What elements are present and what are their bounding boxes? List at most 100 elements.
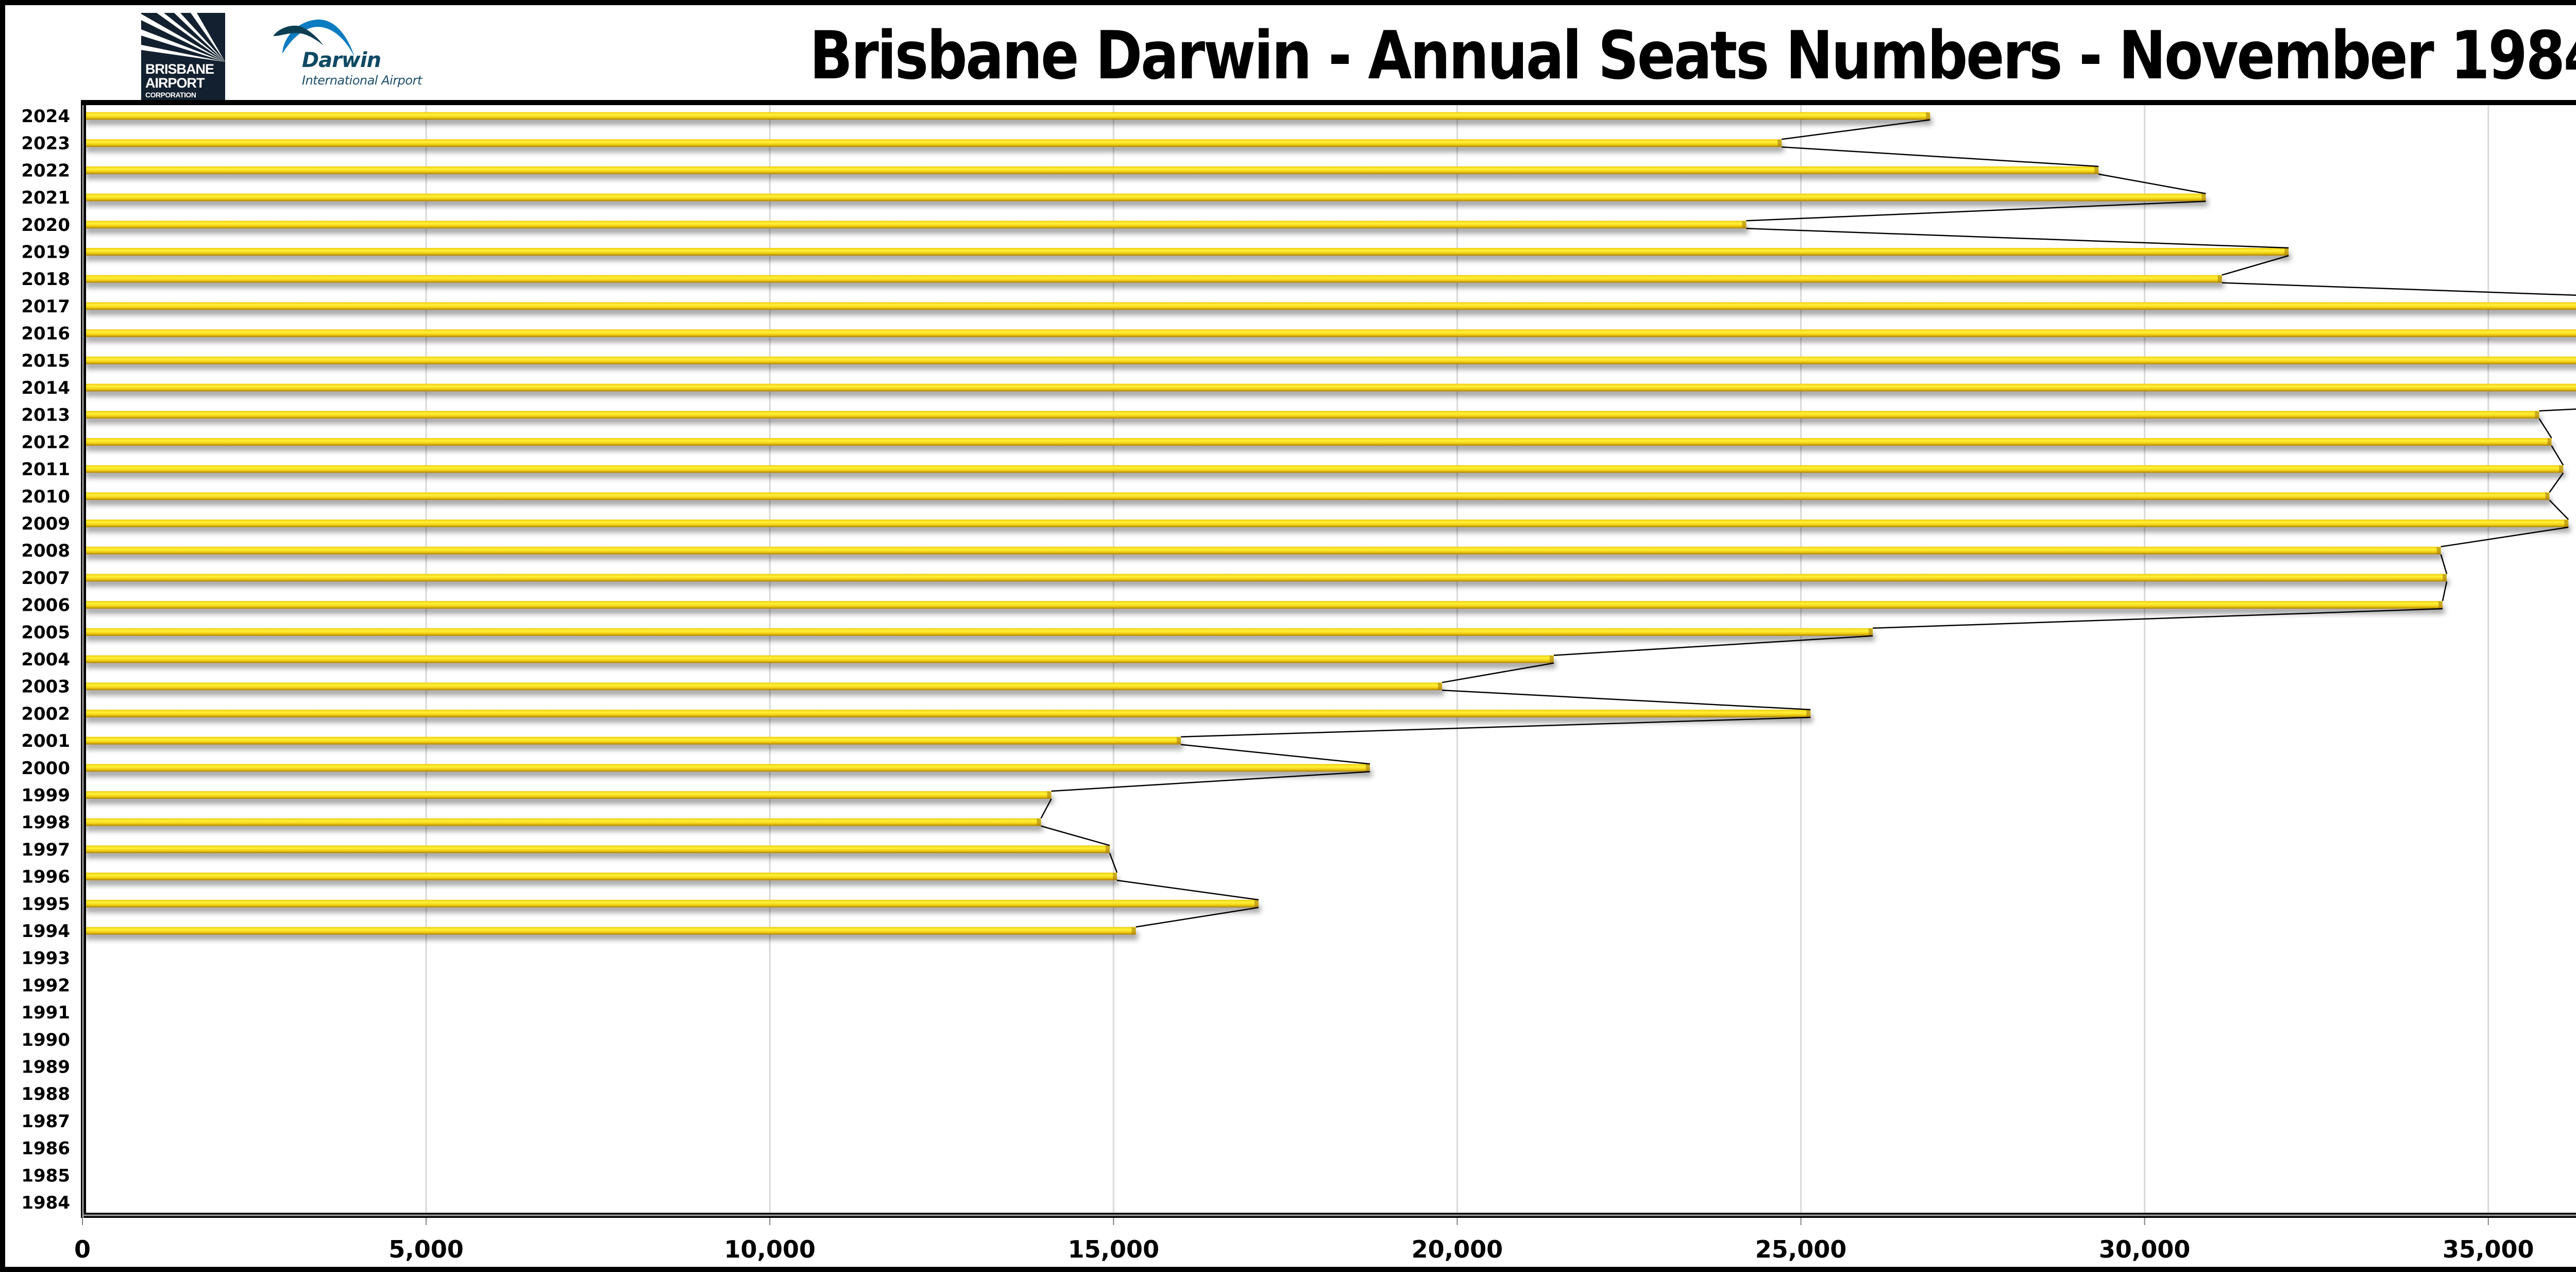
x-tick-label: 10,000	[724, 1235, 816, 1263]
y-tick-label: 1990	[21, 1030, 70, 1050]
bar-2021	[83, 193, 2206, 202]
y-tick-label: 1989	[21, 1057, 70, 1078]
series-line-segment	[1442, 662, 1554, 683]
bar-2019	[83, 248, 2289, 256]
bar-2003	[83, 682, 1443, 691]
sunburst-icon	[141, 13, 225, 62]
y-tick-label: 1984	[21, 1193, 70, 1213]
bar-2020	[83, 221, 1747, 229]
y-tick-label: 2001	[21, 731, 70, 751]
x-tick-label: 0	[74, 1235, 91, 1263]
series-line-segment	[2538, 418, 2552, 439]
bar-2005	[83, 628, 1873, 636]
series-line-segment	[1553, 635, 1873, 656]
darwin-logo-name: Darwin	[302, 48, 381, 72]
y-tick-label: 1996	[21, 867, 70, 888]
bar-2004	[83, 655, 1554, 663]
gridlines	[82, 105, 2489, 1225]
bar-2006	[83, 601, 2443, 609]
series-line-segment	[1136, 907, 1259, 928]
bar-2017	[83, 302, 2576, 310]
y-tick-label: 1997	[21, 840, 70, 860]
y-tick-label: 1987	[21, 1111, 70, 1132]
y-tick-label: 2017	[21, 296, 70, 317]
bar-2014	[83, 383, 2576, 392]
bar-1996	[83, 873, 1117, 881]
y-tick-label: 1995	[21, 894, 70, 914]
bar-2001	[83, 737, 1181, 745]
x-tick-label: 25,000	[1755, 1235, 1847, 1263]
bar-2002	[83, 709, 1811, 717]
bar-1994	[83, 927, 1136, 935]
y-tick-label: 2004	[21, 649, 70, 670]
bar-1995	[83, 899, 1259, 908]
series-line-segment	[2549, 499, 2569, 520]
bar-2007	[83, 574, 2447, 582]
bar-1998	[83, 818, 1041, 826]
series-line-segment	[1746, 200, 2206, 222]
bar-2016	[83, 329, 2576, 338]
y-tick-label: 1988	[21, 1084, 70, 1104]
y-tick-label: 2011	[21, 459, 70, 480]
bar-2009	[83, 520, 2569, 527]
brisbane-logo-line3: CORPORATION	[145, 91, 196, 99]
y-axis-labels: 2024 2023 2022 2021 2020 2019 2018 2017 2016 2015…	[21, 106, 70, 1213]
y-tick-label: 2009	[21, 514, 70, 534]
series-line-segment	[2098, 173, 2206, 194]
series-line-segment	[1782, 119, 1930, 140]
series-line-segment	[2441, 526, 2569, 547]
darwin-airport-logo: Darwin International Airport	[268, 15, 443, 98]
y-tick-label: 1985	[21, 1165, 70, 1186]
y-tick-label: 2014	[21, 378, 70, 398]
bar-2011	[83, 465, 2564, 473]
x-tick-label: 35,000	[2443, 1235, 2534, 1263]
series-line-segment	[1109, 852, 1118, 873]
bar-2010	[83, 492, 2550, 500]
series-line-segment	[1181, 716, 1811, 738]
x-tick-label: 30,000	[2099, 1235, 2191, 1263]
y-tick-label: 1991	[21, 1002, 70, 1023]
series-line-segment	[1041, 825, 1110, 846]
y-tick-label: 2015	[21, 350, 70, 371]
darwin-logo-subtitle: International Airport	[302, 73, 422, 88]
bar-2013	[83, 411, 2539, 419]
y-tick-label: 1994	[21, 921, 70, 942]
bar-1999	[83, 791, 1052, 799]
bar-2008	[83, 546, 2441, 555]
y-tick-label: 2021	[21, 188, 70, 208]
bar-2018	[83, 275, 2222, 283]
y-tick-label: 2024	[21, 106, 70, 127]
bar-2024	[83, 112, 1930, 120]
brisbane-logo-line1: BRISBANE	[145, 61, 214, 77]
y-tick-label: 2018	[21, 269, 70, 290]
y-tick-label: 1986	[21, 1139, 70, 1159]
x-tick-label: 5,000	[388, 1235, 464, 1263]
x-tick-label: 15,000	[1068, 1235, 1160, 1263]
y-tick-label: 2022	[21, 160, 70, 181]
y-tick-label: 1998	[21, 812, 70, 833]
series-line-segment	[1051, 771, 1370, 792]
y-tick-label: 1992	[21, 975, 70, 996]
bar-2015	[83, 356, 2576, 364]
brisbane-logo-line2: AIRPORT	[145, 75, 205, 91]
bar-2023	[83, 139, 1782, 147]
series-line-segment	[1116, 879, 1259, 901]
bar-1997	[83, 845, 1110, 853]
y-tick-label: 2002	[21, 704, 70, 724]
y-tick-label: 2007	[21, 568, 70, 589]
swoosh-icon	[273, 19, 354, 57]
x-tick-label: 20,000	[1412, 1235, 1503, 1263]
series-line-segment	[1746, 228, 2289, 249]
y-tick-label: 2012	[21, 432, 70, 453]
y-tick-label: 2008	[21, 541, 70, 561]
series-line-segment	[2551, 445, 2564, 466]
y-tick-label: 2000	[21, 758, 70, 779]
bar-2000	[83, 764, 1370, 772]
series-line-segment	[1442, 689, 1811, 711]
series-line-segment	[1872, 608, 2443, 629]
series-line-segment	[2440, 554, 2448, 574]
y-tick-label: 2020	[21, 215, 70, 236]
chart-title: Brisbane Darwin - Annual Seats Numbers -…	[809, 17, 2576, 94]
bar-2022	[83, 166, 2099, 174]
series-line-segment	[1040, 798, 1052, 819]
